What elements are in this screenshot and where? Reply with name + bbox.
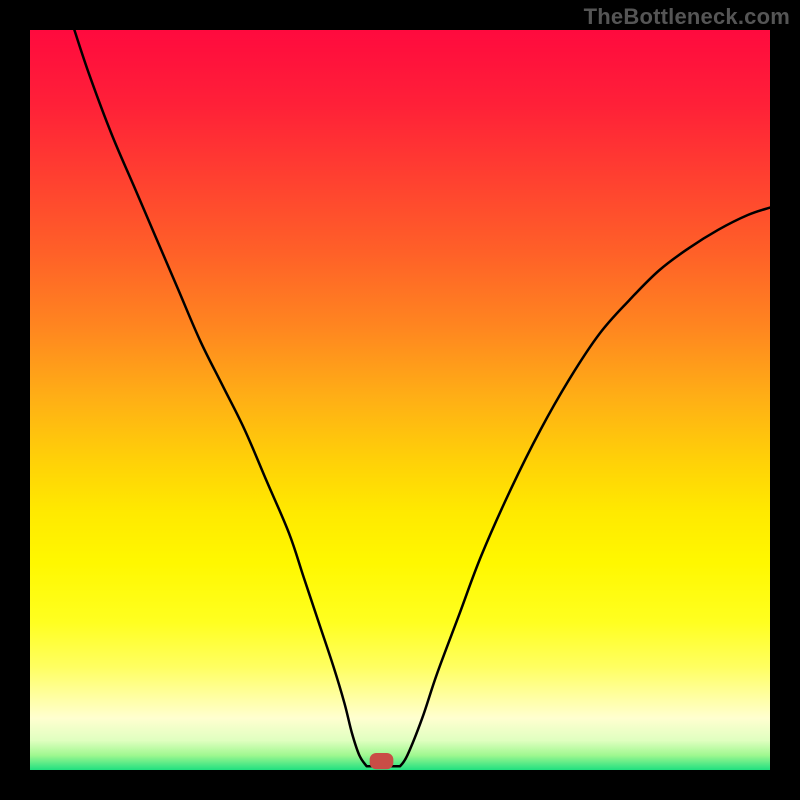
watermark-label: TheBottleneck.com xyxy=(584,4,790,30)
optimal-marker xyxy=(370,753,394,769)
chart-container: TheBottleneck.com xyxy=(0,0,800,800)
bottleneck-curve-chart xyxy=(0,0,800,800)
chart-background xyxy=(30,30,770,770)
